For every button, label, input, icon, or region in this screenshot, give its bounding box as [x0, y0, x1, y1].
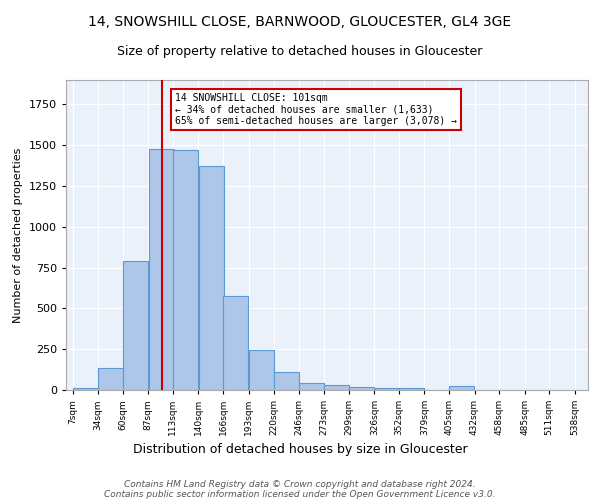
- Text: Size of property relative to detached houses in Gloucester: Size of property relative to detached ho…: [118, 45, 482, 58]
- Text: Distribution of detached houses by size in Gloucester: Distribution of detached houses by size …: [133, 442, 467, 456]
- Bar: [173, 150, 198, 390]
- Bar: [449, 386, 474, 390]
- Bar: [274, 372, 299, 390]
- Bar: [299, 384, 324, 390]
- Bar: [249, 350, 274, 390]
- Bar: [149, 148, 173, 390]
- Text: 14, SNOWSHILL CLOSE, BARNWOOD, GLOUCESTER, GL4 3GE: 14, SNOWSHILL CLOSE, BARNWOOD, GLOUCESTE…: [88, 15, 512, 29]
- Bar: [349, 387, 374, 390]
- Text: 14 SNOWSHILL CLOSE: 101sqm
← 34% of detached houses are smaller (1,633)
65% of s: 14 SNOWSHILL CLOSE: 101sqm ← 34% of deta…: [175, 93, 457, 126]
- Bar: [123, 261, 148, 390]
- Y-axis label: Number of detached properties: Number of detached properties: [13, 148, 23, 322]
- Bar: [98, 368, 124, 390]
- Bar: [73, 388, 98, 390]
- Text: Contains HM Land Registry data © Crown copyright and database right 2024.
Contai: Contains HM Land Registry data © Crown c…: [104, 480, 496, 500]
- Bar: [325, 386, 349, 390]
- Bar: [374, 388, 400, 390]
- Bar: [199, 166, 224, 390]
- Bar: [223, 296, 248, 390]
- Bar: [399, 388, 424, 390]
